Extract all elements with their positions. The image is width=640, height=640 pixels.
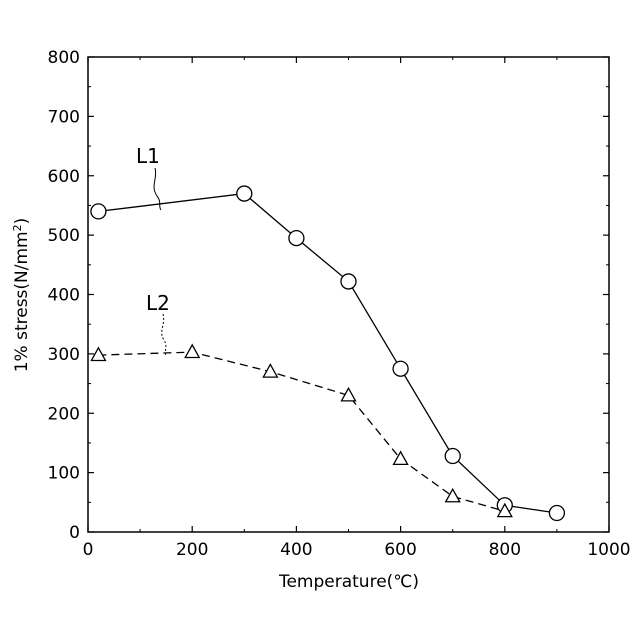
x-axis-title: Temperature(℃) [278, 572, 419, 592]
y-tick-label: 300 [48, 345, 80, 365]
y-tick-label: 800 [48, 48, 80, 68]
x-tick-label: 800 [489, 540, 521, 560]
x-tick-label: 200 [176, 540, 208, 560]
data-point-circle [549, 506, 564, 521]
data-point-circle [289, 231, 304, 246]
series-label-l2: L2 [146, 291, 170, 315]
y-axis-title-close: ) [12, 218, 32, 225]
y-tick-label: 400 [48, 286, 80, 306]
x-tick-label: 600 [384, 540, 416, 560]
x-tick-label: 0 [83, 540, 94, 560]
series-line-l2 [98, 352, 504, 511]
series-l1 [91, 186, 564, 520]
leader-line-l2 [162, 314, 166, 356]
data-point-circle [237, 186, 252, 201]
data-point-circle [91, 204, 106, 219]
data-point-triangle [446, 489, 460, 502]
y-tick-label: 500 [48, 226, 80, 246]
y-tick-label: 100 [48, 464, 80, 484]
y-tick-label: 0 [69, 523, 80, 543]
data-point-circle [393, 361, 408, 376]
y-axis-title: 1% stress(N/mm2) [11, 218, 33, 373]
y-axis-title-sup: 2 [11, 224, 24, 231]
y-axis-title-main: 1% stress(N/mm [12, 231, 32, 372]
y-tick-label: 200 [48, 404, 80, 424]
x-tick-label: 400 [280, 540, 312, 560]
y-tick-label: 600 [48, 167, 80, 187]
series-l2 [91, 345, 511, 517]
data-point-circle [445, 449, 460, 464]
data-point-triangle [185, 345, 199, 358]
series-label-l1: L1 [136, 144, 160, 168]
y-tick-label: 700 [48, 107, 80, 127]
x-tick-label: 1000 [587, 540, 630, 560]
data-point-circle [341, 274, 356, 289]
series-layer [91, 186, 564, 520]
axes: 0 100 200 300 400 500 600 700 800 0 200 400 600 800 10… [48, 48, 631, 560]
